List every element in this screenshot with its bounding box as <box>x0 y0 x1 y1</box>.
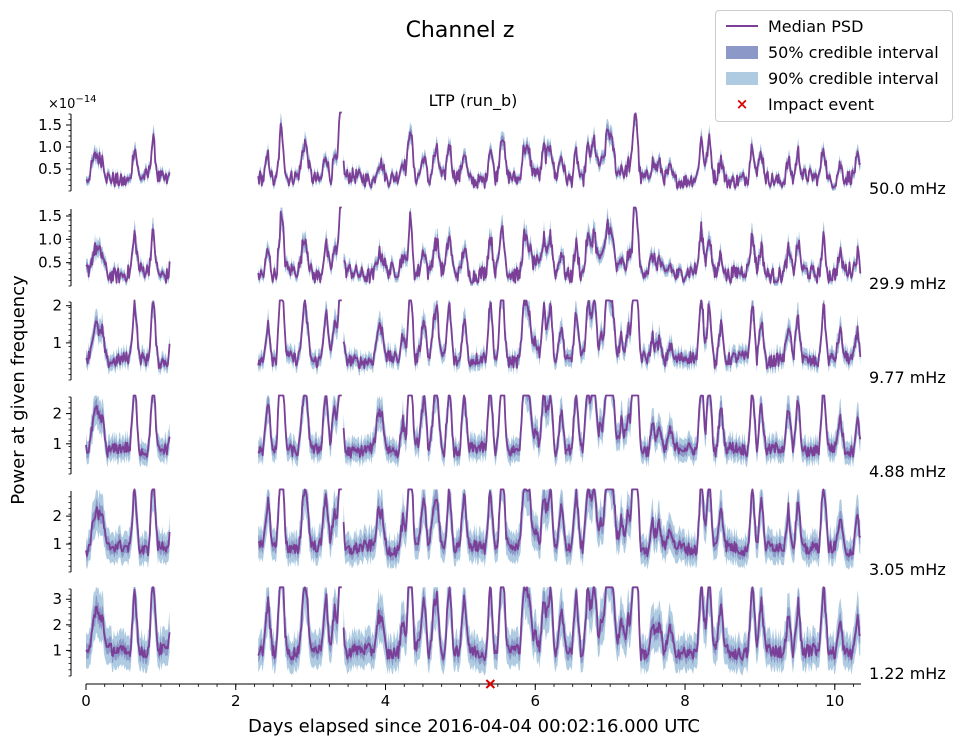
frequency-label: 3.05 mHz <box>869 560 946 579</box>
y-tick-label: 1 <box>52 334 62 352</box>
y-tick-label: 2 <box>52 405 62 423</box>
legend-ci50: 50% credible interval <box>726 42 939 62</box>
legend-impact-label: Impact event <box>768 94 874 114</box>
median-psd-line <box>257 586 342 661</box>
panel-4: 1 2 4.88 mHz <box>52 394 946 481</box>
panel-5: 1 2 3.05 mHz <box>52 488 946 579</box>
y-tick-label: 0.5 <box>38 254 62 272</box>
median-line-swatch <box>726 25 758 27</box>
panel-1: 0.5 1.0 1.5 50.0 mHz <box>38 111 946 198</box>
x-tick-label: 2 <box>231 692 241 710</box>
median-psd-line <box>257 394 342 458</box>
ci90-band <box>343 207 861 286</box>
legend-ci90: 90% credible interval <box>726 68 939 88</box>
y-tick-label: 1.5 <box>38 207 62 225</box>
x-tick-label: 10 <box>825 692 844 710</box>
y-tick-label: 0.5 <box>38 160 62 178</box>
frequency-label: 9.77 mHz <box>869 368 946 387</box>
panel-6: 1 2 3 1.22 mHz <box>52 586 946 683</box>
frequency-label: 4.88 mHz <box>869 462 946 481</box>
ci90-band <box>343 112 861 191</box>
panel-3: 1 2 9.77 mHz <box>52 297 945 387</box>
y-tick-label: 2 <box>52 616 62 634</box>
x-tick-label: 8 <box>680 692 690 710</box>
legend-median: Median PSD <box>726 16 863 36</box>
median-psd-line <box>85 133 171 188</box>
median-psd-line <box>257 206 342 284</box>
legend-ci50-label: 50% credible interval <box>768 42 939 62</box>
impact-event-marker <box>485 679 496 689</box>
x-axis: 0 2 4 6 8 10 <box>81 679 861 710</box>
median-psd-line <box>257 111 342 187</box>
y-tick-label: 1 <box>52 535 62 553</box>
median-psd-line <box>257 488 342 555</box>
y-axis-label: Power at given frequency <box>8 275 29 505</box>
median-psd-line <box>342 299 862 370</box>
ci50-band <box>343 587 861 668</box>
panels-group: 0.5 1.0 1.5 50.0 mHz 0.5 1.0 1.5 29.9 mHz 1 2 9.77… <box>38 111 946 683</box>
y-tick-label: 1.0 <box>38 138 62 156</box>
median-psd-line <box>342 488 862 558</box>
panel-2: 0.5 1.0 1.5 29.9 mHz <box>38 206 946 293</box>
frequency-label: 1.22 mHz <box>869 664 946 683</box>
y-tick-label: 2 <box>52 297 62 315</box>
y-tick-label: 3 <box>52 590 62 608</box>
x-tick-label: 0 <box>81 692 91 710</box>
figure-title: Channel z <box>406 18 515 43</box>
median-psd-line <box>342 586 861 662</box>
y-tick-label: 2 <box>52 507 62 525</box>
exponent-power: −14 <box>75 94 96 105</box>
median-psd-line <box>85 586 171 659</box>
y-tick-label: 1 <box>52 435 62 453</box>
y-tick-label: 1.0 <box>38 230 62 248</box>
median-psd-line <box>85 488 171 557</box>
y-tick-label: 1.5 <box>38 116 62 134</box>
impact-x-icon: × <box>735 95 749 113</box>
frequency-label: 29.9 mHz <box>869 274 946 293</box>
exponent-base: ×10 <box>48 97 75 112</box>
exponent-label: ×10−14 <box>48 94 97 112</box>
median-psd-line <box>343 206 862 284</box>
median-psd-line <box>342 394 862 459</box>
x-tick-label: 4 <box>381 692 391 710</box>
median-psd-line <box>342 112 862 189</box>
legend-ci90-label: 90% credible interval <box>768 68 939 88</box>
ci90-swatch <box>726 71 758 85</box>
ci50-band <box>343 112 861 191</box>
figure-subtitle: LTP (run_b) <box>429 91 518 111</box>
x-tick-label: 6 <box>531 692 541 710</box>
ci50-swatch <box>726 45 758 59</box>
legend-impact: × Impact event <box>726 94 874 114</box>
legend: Median PSD 50% credible interval 90% cre… <box>715 10 953 122</box>
median-psd-line <box>85 228 171 284</box>
y-tick-label: 1 <box>52 641 62 659</box>
median-psd-line <box>85 394 171 458</box>
median-psd-line <box>85 299 171 370</box>
frequency-label: 50.0 mHz <box>869 179 946 198</box>
legend-median-label: Median PSD <box>768 16 864 36</box>
median-psd-line <box>257 299 342 369</box>
x-axis-label: Days elapsed since 2016-04-04 00:02:16.0… <box>248 716 700 737</box>
